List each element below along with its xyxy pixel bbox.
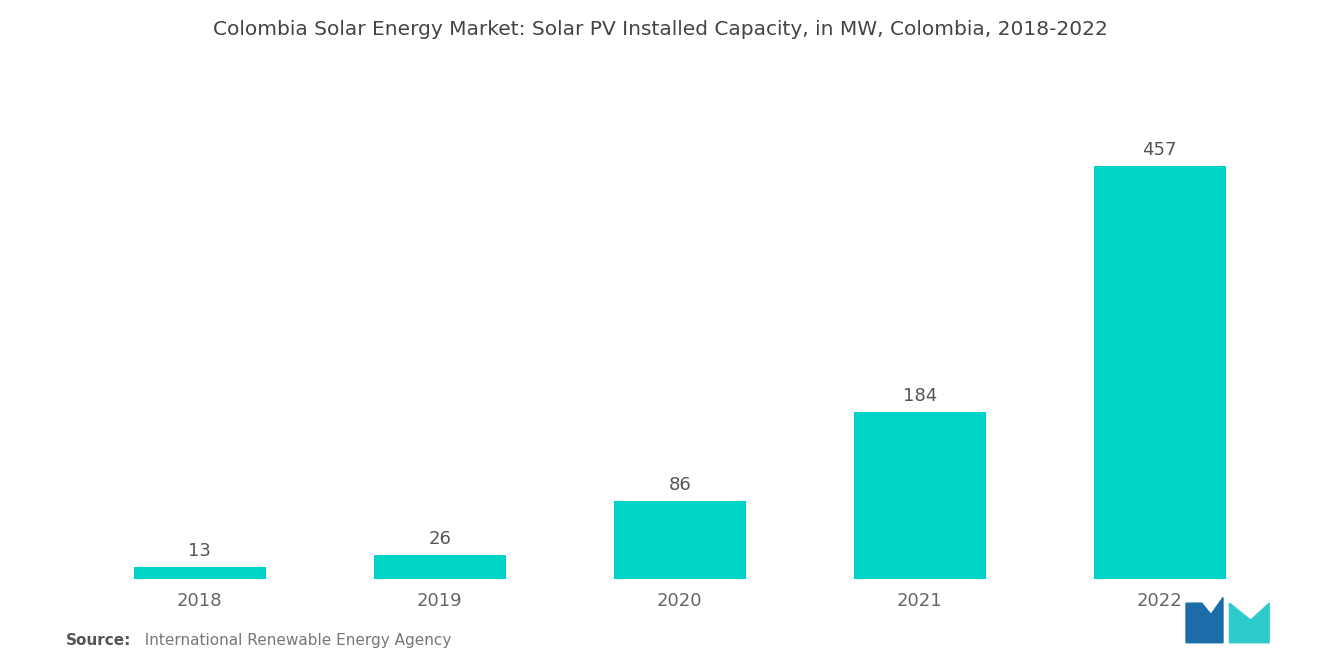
Bar <box>854 412 986 579</box>
Bar <box>133 567 265 579</box>
Text: International Renewable Energy Agency: International Renewable Energy Agency <box>135 633 451 648</box>
Text: Colombia Solar Energy Market: Solar PV Installed Capacity, in MW, Colombia, 2018: Colombia Solar Energy Market: Solar PV I… <box>213 20 1107 39</box>
Text: 13: 13 <box>189 541 211 560</box>
Bar <box>614 501 746 579</box>
Text: Source:: Source: <box>66 633 132 648</box>
Polygon shape <box>1229 603 1270 642</box>
Text: 184: 184 <box>903 387 937 405</box>
Text: 457: 457 <box>1143 141 1177 159</box>
Bar <box>374 555 506 579</box>
Polygon shape <box>1185 597 1222 642</box>
Text: 26: 26 <box>429 530 451 548</box>
Text: 86: 86 <box>668 475 692 493</box>
Bar <box>1094 166 1226 579</box>
